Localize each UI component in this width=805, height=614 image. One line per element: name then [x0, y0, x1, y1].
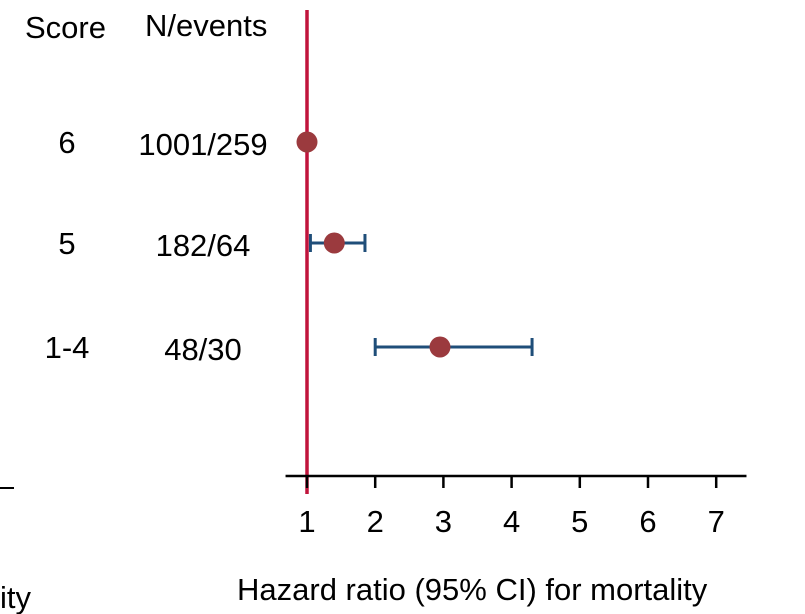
cropped-left-text: ity	[0, 580, 32, 614]
point-estimate	[296, 131, 318, 153]
score-header: Score	[25, 10, 106, 45]
n-events-header: N/events	[145, 8, 267, 43]
x-tick-label: 2	[367, 504, 384, 539]
x-tick-label: 5	[571, 504, 588, 539]
x-tick-label: 1	[298, 504, 315, 539]
point-estimate	[323, 232, 345, 254]
row-score-label: 6	[58, 125, 75, 160]
confidence-intervals	[308, 234, 534, 356]
x-axis-ticks: 1 2 3 4 5 6 7	[298, 476, 725, 539]
point-estimates	[296, 131, 451, 358]
row-score-label: 5	[58, 226, 75, 261]
row-labels: 6 1001/259 5 182/64 1-4 48/30	[45, 125, 268, 367]
column-headers: Score N/events	[25, 8, 267, 45]
x-tick-label: 7	[708, 504, 725, 539]
x-tick-label: 4	[503, 504, 520, 539]
x-axis-label: Hazard ratio (95% CI) for mortality	[237, 572, 708, 607]
point-estimate	[429, 336, 451, 358]
row-score-label: 1-4	[45, 330, 90, 365]
row-n-events-label: 182/64	[156, 228, 251, 263]
x-axis: 1 2 3 4 5 6 7 Hazard ratio (95% CI) for mortal…	[237, 474, 747, 607]
x-tick-label: 6	[639, 504, 656, 539]
row-n-events-label: 1001/259	[138, 127, 267, 162]
x-tick-label: 3	[435, 504, 452, 539]
row-n-events-label: 48/30	[164, 332, 242, 367]
